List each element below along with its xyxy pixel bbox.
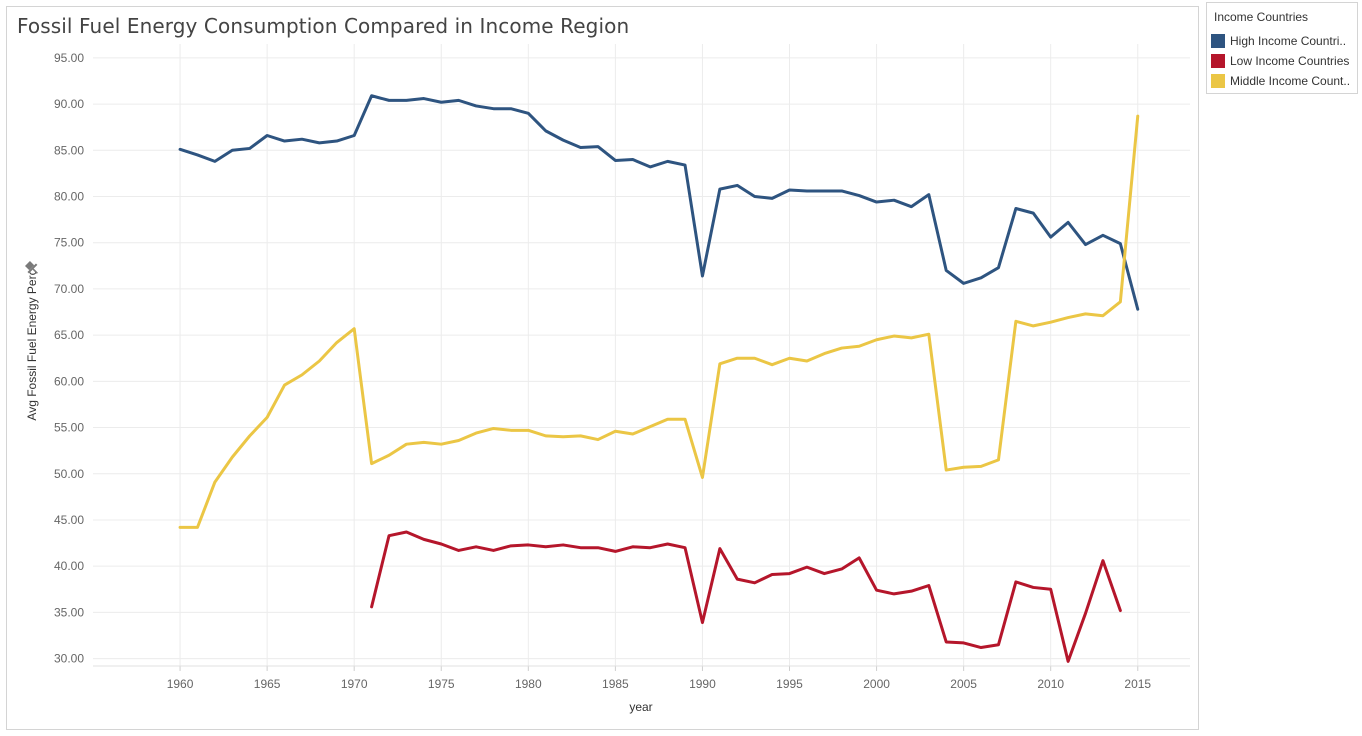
legend-swatch-low-income <box>1211 54 1225 68</box>
x-tick-label: 1995 <box>776 677 803 691</box>
x-tick-label: 2000 <box>863 677 890 691</box>
series-line-low-income-countries[interactable] <box>370 530 1122 663</box>
x-tick-label: 1975 <box>428 677 455 691</box>
x-tick-label: 1970 <box>341 677 368 691</box>
series-line-high-income-countries[interactable] <box>178 94 1140 311</box>
series-line-middle-income-countries[interactable] <box>178 114 1140 529</box>
x-tick-label: 2015 <box>1124 677 1151 691</box>
y-tick-label: 75.00 <box>54 236 84 250</box>
y-axis-ticks: 30.00 35.00 40.00 45.00 50.00 55.00 60.00 65.00… <box>54 51 84 666</box>
y-tick-label: 35.00 <box>54 605 84 619</box>
series-lines <box>178 94 1140 663</box>
x-tick-label: 1990 <box>689 677 716 691</box>
legend-item-low-income[interactable]: Low Income Countries <box>1211 53 1355 70</box>
legend-item-middle-income[interactable]: Middle Income Count.. <box>1211 73 1355 90</box>
y-tick-label: 30.00 <box>54 652 84 666</box>
x-axis-title: year <box>629 700 652 714</box>
line-chart: 30.00 35.00 40.00 45.00 50.00 55.00 60.00 65.00… <box>23 44 1190 714</box>
legend-label-middle-income: Middle Income Count.. <box>1230 74 1351 88</box>
x-tick-label: 2010 <box>1037 677 1064 691</box>
y-axis-title: Avg Fossil Fuel Energy Perc <box>25 269 39 420</box>
legend-swatch-middle-income <box>1211 74 1225 88</box>
y-tick-label: 80.00 <box>54 189 84 203</box>
chart-title: Fossil Fuel Energy Consumption Compared … <box>17 14 630 38</box>
legend-label-high-income: High Income Countri.. <box>1230 34 1347 48</box>
grid-lines <box>93 44 1190 666</box>
y-tick-label: 70.00 <box>54 282 84 296</box>
x-axis-ticks: 1960 1965 1970 1975 1980 1985 1990 1995 2000 2005… <box>93 665 1190 691</box>
legend-swatch-high-income <box>1211 34 1225 48</box>
x-tick-label: 1960 <box>167 677 194 691</box>
y-tick-label: 65.00 <box>54 328 84 342</box>
legend-title: Income Countries <box>1214 10 1309 24</box>
y-tick-label: 50.00 <box>54 467 84 481</box>
y-tick-label: 45.00 <box>54 513 84 527</box>
x-tick-label: 1985 <box>602 677 629 691</box>
y-tick-label: 40.00 <box>54 559 84 573</box>
worksheet-frame <box>6 6 1199 730</box>
x-tick-label: 1965 <box>254 677 281 691</box>
x-tick-label: 1980 <box>515 677 542 691</box>
x-tick-label: 2005 <box>950 677 977 691</box>
legend-label-low-income: Low Income Countries <box>1230 54 1350 68</box>
legend-item-high-income[interactable]: High Income Countri.. <box>1211 33 1355 50</box>
y-tick-label: 60.00 <box>54 374 84 388</box>
legend: Income Countries High Income Countri.. L… <box>1206 2 1358 94</box>
y-tick-label: 95.00 <box>54 51 84 65</box>
pin-icon[interactable] <box>23 259 41 277</box>
y-tick-label: 85.00 <box>54 143 84 157</box>
y-tick-label: 90.00 <box>54 97 84 111</box>
y-tick-label: 55.00 <box>54 421 84 435</box>
